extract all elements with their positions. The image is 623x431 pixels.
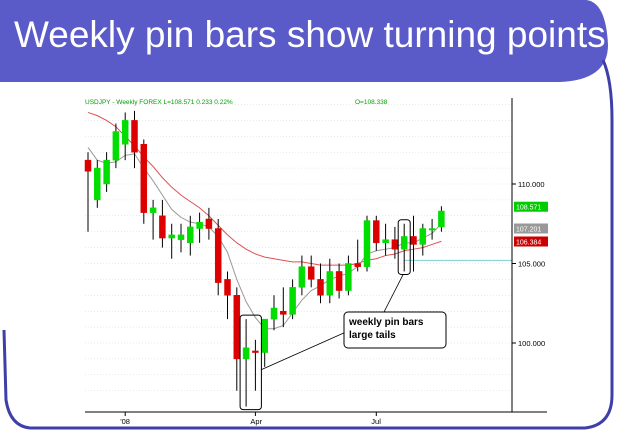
candle-body [94,167,101,201]
candle-body [354,263,361,267]
candle-body [168,234,175,239]
annotation-layer: weekly pin bars large tails [239,219,447,411]
price-tag [514,223,548,234]
price-tag-label: 107.201 [516,227,541,234]
candle-body [363,220,371,267]
callout-leader-line [261,331,347,370]
candle-body [261,318,268,353]
candle-body [177,234,185,240]
chart-header-open: O=108.338 [355,99,388,106]
y-tick-label: 110.000 [518,180,545,189]
candle-body [159,215,166,239]
x-tick-label: '08 [120,417,130,426]
price-tag [514,236,548,247]
candle-body [419,228,427,245]
candle-body [112,131,120,161]
candle-body [149,207,157,213]
callout-leader-line [383,274,404,313]
candle-body [326,271,334,296]
grid-layer [85,104,512,391]
candle-body [335,271,343,291]
candle-body [252,350,259,353]
price-tag-label: 108.571 [516,205,541,212]
candle-body [382,239,389,244]
annotation-callout-box [343,311,447,349]
price-tag [514,201,548,212]
candle-body [140,144,148,213]
pin-bar-highlight-box [397,219,411,275]
candle-body [280,310,287,315]
slide-title: Weekly pin bars show turning points [14,14,606,55]
x-tick-label: Apr [250,417,262,426]
annotation-text: weekly pin bars [348,317,424,328]
candle-body [307,266,315,280]
candle-body [298,266,306,288]
candle-body [121,120,129,145]
candle-body [84,159,92,172]
candle-body [196,221,203,229]
chart-header-symbol: USDJPY - Weekly FOREX L=108.571 0.233 0.… [85,99,233,106]
candle-body [345,263,352,291]
y-tick-label: 100.000 [518,339,545,348]
candle-body [131,120,138,153]
axis-layer: 110.000 105.000 100.000 '08 Apr Jul [85,98,547,426]
candle-body [270,307,278,320]
y-tick-label: 105.000 [518,260,545,269]
price-tag-label: 106.384 [516,239,541,246]
candle-body [400,236,408,250]
price-tags-layer: 108.571 107.201 106.384 [514,201,548,247]
candle-body [205,218,213,229]
candle-body [214,228,222,283]
x-tick-label: Jul [371,417,381,426]
title-banner [0,0,608,82]
slide-border [2,59,614,430]
candle-body [410,236,417,245]
candle-body [233,295,241,360]
candle-body [317,279,324,296]
candle-body [373,220,380,244]
candle-body [224,279,231,296]
candle-body [289,287,296,315]
candle-body [438,210,445,228]
candle-body [187,226,194,244]
candles-layer [84,110,445,407]
candle-body [103,159,110,185]
annotation-text: large tails [349,330,396,341]
pin-bar-highlight-box [239,314,262,411]
candle-body [428,228,436,231]
candle-body [391,239,399,250]
candle-body [242,347,250,360]
